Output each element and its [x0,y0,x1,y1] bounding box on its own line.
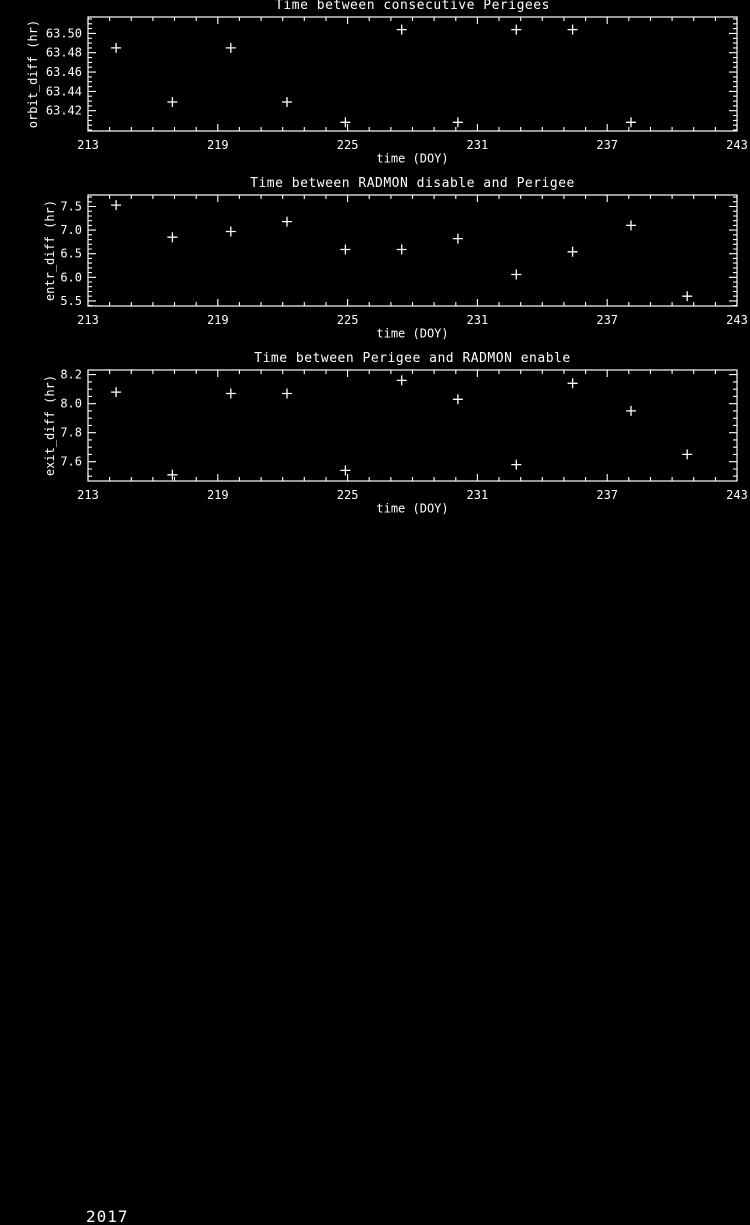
y-tick-label: 8.0 [60,397,82,411]
y-tick-label: 5.5 [60,294,82,308]
y-tick-label: 63.42 [46,104,82,118]
x-axis-label: time (DOY) [376,152,448,166]
x-tick-label: 219 [207,138,229,152]
x-tick-label: 219 [207,488,229,502]
plot-frame [87,369,738,482]
year-label: 2017 [86,1207,129,1225]
y-tick-label: 7.6 [60,455,82,469]
x-tick-label: 237 [596,488,618,502]
y-axis-label: exit_diff (hr) [43,375,57,476]
x-tick-label: 243 [726,138,748,152]
plot-frame [87,16,738,132]
chart-2: 7.6 7.8 8.0 8.2 213 219 225 231 237 243 Time betwe… [43,351,748,516]
chart-1: 5.5 6.0 6.5 7.0 7.5 213 219 225 231 237 243 Time be… [43,176,748,341]
x-tick-label: 237 [596,313,618,327]
x-tick-label: 213 [77,138,99,152]
y-tick-label: 6.5 [60,247,82,261]
x-tick-label: 225 [337,138,359,152]
y-tick-label: 8.2 [60,368,82,382]
data-points [111,375,693,480]
y-tick-label: 63.44 [46,84,82,98]
y-tick-label: 63.46 [46,65,82,79]
plot-frame [87,194,738,307]
x-tick-label: 213 [77,313,99,327]
axis-ticks [87,370,738,481]
data-points [111,200,693,302]
x-tick-label: 213 [77,488,99,502]
y-tick-label: 7.8 [60,426,82,440]
chart-0: 63.42 63.44 63.46 63.48 63.50 213 219 225 231 237… [26,0,748,166]
y-tick-label: 63.50 [46,26,82,40]
x-tick-label: 237 [596,138,618,152]
y-tick-label: 6.0 [60,270,82,284]
x-tick-label: 231 [467,138,489,152]
data-points [111,24,636,128]
x-tick-label: 225 [337,488,359,502]
x-tick-label: 225 [337,313,359,327]
axis-ticks [87,17,738,131]
x-tick-label: 243 [726,313,748,327]
x-tick-label: 231 [467,313,489,327]
x-tick-label: 219 [207,313,229,327]
y-tick-label: 63.48 [46,46,82,60]
chart-title: Time between RADMON disable and Perigee [250,176,575,191]
chart-title: Time between consecutive Perigees [275,0,550,13]
chart-title: Time between Perigee and RADMON enable [254,351,570,366]
x-axis-label: time (DOY) [376,327,448,341]
y-axis-label: entr_diff (hr) [43,200,57,301]
x-tick-label: 243 [726,488,748,502]
x-axis-label: time (DOY) [376,502,448,516]
axis-ticks [87,195,738,307]
x-tick-label: 231 [467,488,489,502]
y-tick-label: 7.5 [60,200,82,214]
y-axis-label: orbit_diff (hr) [26,20,40,128]
y-tick-label: 7.0 [60,223,82,237]
